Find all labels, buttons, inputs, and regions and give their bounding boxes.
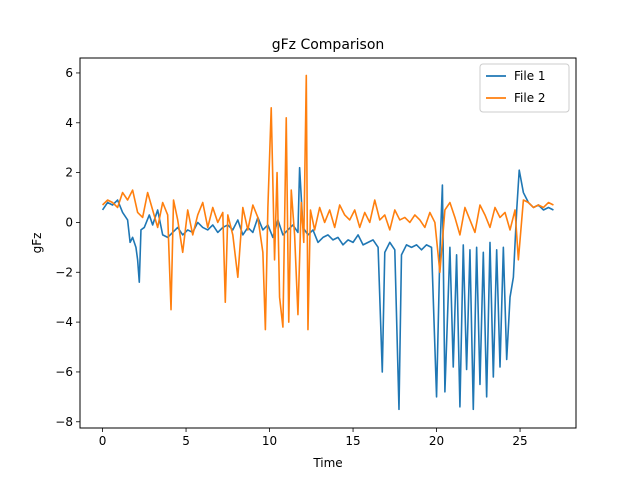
series-line-file-2 [101,74,554,331]
x-tick-label: 15 [345,434,360,448]
y-tick-label: −6 [55,365,73,379]
plot-frame [79,57,577,429]
y-tick-label: −2 [55,265,73,279]
x-axis-label: Time [312,456,342,470]
legend-label-file-2: File 2 [514,91,546,105]
x-tick-label: 20 [429,434,444,448]
legend-label-file-1: File 1 [514,69,546,83]
x-tick-label: 0 [99,434,107,448]
x-tick-label: 10 [262,434,277,448]
y-tick-label: 4 [65,116,73,130]
x-tick-label: 5 [182,434,190,448]
y-tick-label: 2 [65,166,73,180]
y-tick-label: −8 [55,415,73,429]
legend: File 1 File 2 [479,63,570,113]
y-tick-label: 0 [65,215,73,229]
y-tick-label: −4 [55,315,73,329]
y-axis-label: gFz [30,233,44,254]
x-tick-label: 25 [512,434,527,448]
y-tick-label: 6 [65,66,73,80]
series-line-file-1 [101,166,554,411]
chart-title: gFz Comparison [272,37,385,53]
